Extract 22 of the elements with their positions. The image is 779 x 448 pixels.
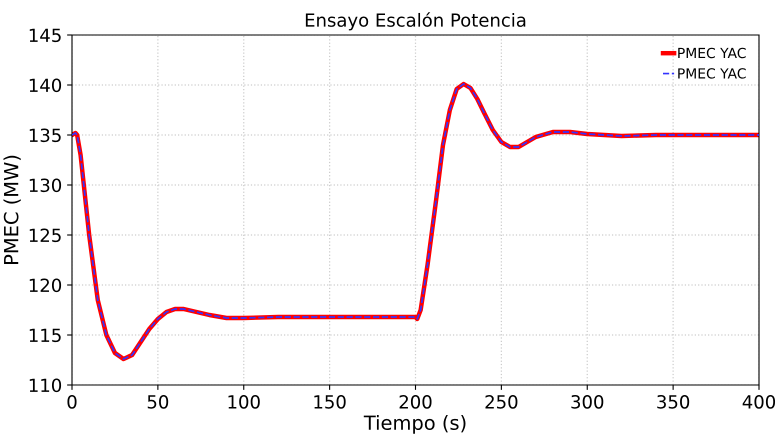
- y-tick-label: 145: [30, 28, 61, 42]
- chart-title: Ensayo Escalón Potencia: [306, 12, 526, 30]
- x-axis-title: Tiempo (s): [364, 414, 466, 434]
- y-tick-label: 140: [30, 78, 62, 92]
- x-tick-label: 200: [400, 395, 432, 409]
- y-axis-title: PMEC (MW): [3, 156, 21, 264]
- legend-label: PMEC YAC: [678, 68, 746, 79]
- x-tick-label: 150: [314, 395, 346, 409]
- x-tick-label: 250: [485, 395, 518, 409]
- x-tick-label: 350: [657, 395, 690, 409]
- y-tick-label: 125: [30, 228, 61, 242]
- y-tick-label: 115: [30, 328, 61, 342]
- legend-label: PMEC YAC: [678, 48, 746, 58]
- y-tick-label: 135: [30, 128, 61, 142]
- y-tick-label: 110: [30, 378, 62, 392]
- y-tick-label: 130: [30, 178, 62, 192]
- x-tick-label: 0: [67, 395, 77, 409]
- x-tick-label: 300: [571, 395, 604, 409]
- x-tick-label: 100: [228, 395, 260, 409]
- y-tick-label: 120: [30, 278, 62, 292]
- x-tick-label: 400: [742, 395, 776, 409]
- x-tick-label: 50: [148, 395, 168, 409]
